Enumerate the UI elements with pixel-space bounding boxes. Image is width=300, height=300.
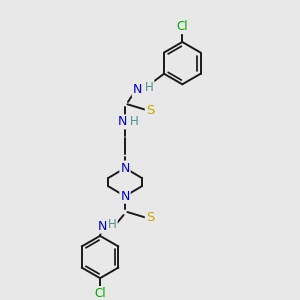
Text: N: N: [120, 161, 130, 175]
Text: S: S: [146, 212, 154, 224]
Text: N: N: [133, 83, 142, 96]
Text: Cl: Cl: [94, 287, 106, 300]
Text: H: H: [145, 81, 154, 94]
Text: N: N: [98, 220, 107, 233]
Text: H: H: [130, 116, 139, 128]
Text: H: H: [108, 218, 117, 231]
Text: N: N: [118, 116, 128, 128]
Text: Cl: Cl: [176, 20, 188, 33]
Text: N: N: [120, 190, 130, 203]
Text: S: S: [146, 103, 154, 117]
